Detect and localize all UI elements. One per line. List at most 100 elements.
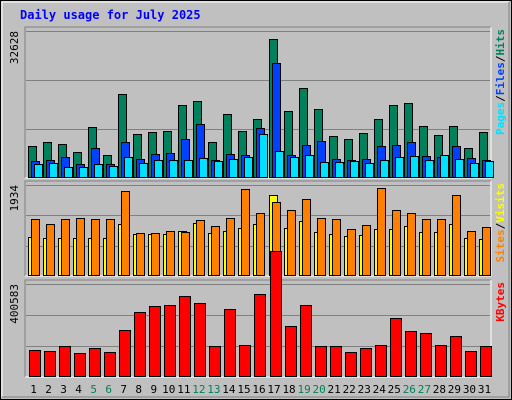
bar-kbytes-day-7 xyxy=(119,330,131,377)
bar-pages-day-13 xyxy=(214,161,223,178)
bar-kbytes-day-21 xyxy=(330,346,342,377)
series-legend: KBytes xyxy=(494,282,507,322)
bar-kbytes-day-1 xyxy=(29,350,41,377)
bar-kbytes-day-25 xyxy=(390,318,402,377)
x-tick-label: 9 xyxy=(150,383,157,396)
bar-sites-day-19 xyxy=(302,199,311,276)
series-legend: Pages/Files/Hits xyxy=(494,29,507,135)
series-legend: Sites/Visits xyxy=(494,183,507,263)
visits-sites-panel: 1934 Sites/Visits xyxy=(8,180,507,277)
bar-kbytes-day-17 xyxy=(270,251,282,377)
bar-sites-day-21 xyxy=(332,219,341,276)
bar-pages-day-28 xyxy=(440,155,449,178)
bar-pages-day-1 xyxy=(34,164,43,178)
x-tick-label: 16 xyxy=(252,383,265,396)
bar-kbytes-day-4 xyxy=(74,353,86,377)
legend-separator: / xyxy=(494,95,507,102)
x-tick-label: 17 xyxy=(267,383,280,396)
bar-pages-day-8 xyxy=(139,163,148,178)
bar-pages-day-23 xyxy=(365,163,374,178)
bar-kbytes-day-30 xyxy=(465,351,477,377)
bar-sites-day-31 xyxy=(482,227,491,276)
bar-pages-day-18 xyxy=(290,157,299,178)
x-tick-label: 30 xyxy=(463,383,476,396)
plot-border-dark xyxy=(24,26,491,178)
bar-sites-day-22 xyxy=(347,229,356,276)
bar-pages-day-2 xyxy=(49,163,58,178)
bar-sites-day-28 xyxy=(437,219,446,276)
bar-kbytes-day-13 xyxy=(209,346,221,377)
x-tick-label: 1 xyxy=(30,383,37,396)
x-tick-label: 21 xyxy=(328,383,341,396)
bar-pages-day-7 xyxy=(124,157,133,178)
bar-pages-day-3 xyxy=(64,167,73,178)
bar-pages-day-14 xyxy=(229,159,238,178)
bar-kbytes-day-2 xyxy=(44,351,56,377)
x-tick-label: 24 xyxy=(373,383,387,396)
y-max-label: 1934 xyxy=(8,185,21,212)
bar-kbytes-day-3 xyxy=(59,346,71,377)
bar-sites-day-20 xyxy=(317,218,326,276)
bar-sites-day-25 xyxy=(392,210,401,276)
bar-sites-day-29 xyxy=(452,195,461,276)
bar-kbytes-day-20 xyxy=(315,346,327,377)
x-tick-label: 23 xyxy=(358,383,371,396)
bar-sites-day-3 xyxy=(61,219,70,276)
x-tick-label: 22 xyxy=(343,383,356,396)
bar-pages-day-9 xyxy=(154,160,163,178)
bar-pages-day-17 xyxy=(275,151,284,178)
bar-pages-day-31 xyxy=(485,161,494,178)
bar-pages-day-6 xyxy=(109,166,118,178)
bar-sites-day-13 xyxy=(211,226,220,276)
bar-pages-day-26 xyxy=(410,156,419,178)
bar-kbytes-day-10 xyxy=(164,305,176,377)
legend-hits: Hits xyxy=(494,29,507,56)
x-tick-label: 28 xyxy=(433,383,446,396)
legend-separator: / xyxy=(494,55,507,62)
bar-kbytes-day-9 xyxy=(149,306,161,377)
x-tick-label: 15 xyxy=(237,383,250,396)
bar-kbytes-day-19 xyxy=(300,305,312,377)
legend-kbytes: KBytes xyxy=(494,282,507,322)
bar-sites-day-7 xyxy=(121,191,130,276)
bar-pages-day-25 xyxy=(395,157,404,178)
bar-pages-day-27 xyxy=(425,160,434,178)
bar-sites-day-2 xyxy=(46,224,55,276)
x-tick-label: 19 xyxy=(297,383,310,396)
bar-pages-day-5 xyxy=(94,164,103,178)
x-tick-label: 18 xyxy=(282,383,295,396)
bar-sites-day-18 xyxy=(287,210,296,276)
bar-kbytes-day-22 xyxy=(345,352,357,377)
x-tick-label: 5 xyxy=(90,383,97,396)
x-tick-label: 12 xyxy=(192,383,205,396)
x-tick-label: 31 xyxy=(478,383,491,396)
bar-kbytes-day-27 xyxy=(420,333,432,377)
bar-pages-day-11 xyxy=(184,160,193,178)
bar-pages-day-22 xyxy=(350,161,359,178)
bar-kbytes-day-23 xyxy=(360,348,372,377)
bar-pages-day-24 xyxy=(380,160,389,178)
x-tick-label: 8 xyxy=(135,383,142,396)
x-tick-label: 2 xyxy=(45,383,52,396)
bar-sites-day-6 xyxy=(106,219,115,276)
y-max-label: 400583 xyxy=(8,284,21,324)
bar-pages-day-16 xyxy=(259,134,268,178)
bar-kbytes-day-11 xyxy=(179,296,191,377)
legend-visits: Visits xyxy=(494,183,507,223)
bar-kbytes-day-31 xyxy=(480,346,492,377)
bar-pages-day-29 xyxy=(455,159,464,178)
legend-pages: Pages xyxy=(494,102,507,135)
bar-kbytes-day-29 xyxy=(450,336,462,377)
bar-kbytes-day-14 xyxy=(224,309,236,377)
x-tick-label: 3 xyxy=(60,383,67,396)
bar-kbytes-day-8 xyxy=(134,312,146,377)
bar-pages-day-21 xyxy=(335,162,344,178)
x-tick-label: 25 xyxy=(388,383,401,396)
bar-sites-day-5 xyxy=(91,219,100,276)
x-tick-label: 26 xyxy=(403,383,416,396)
bar-kbytes-day-28 xyxy=(435,345,447,377)
bar-kbytes-day-24 xyxy=(375,345,387,377)
